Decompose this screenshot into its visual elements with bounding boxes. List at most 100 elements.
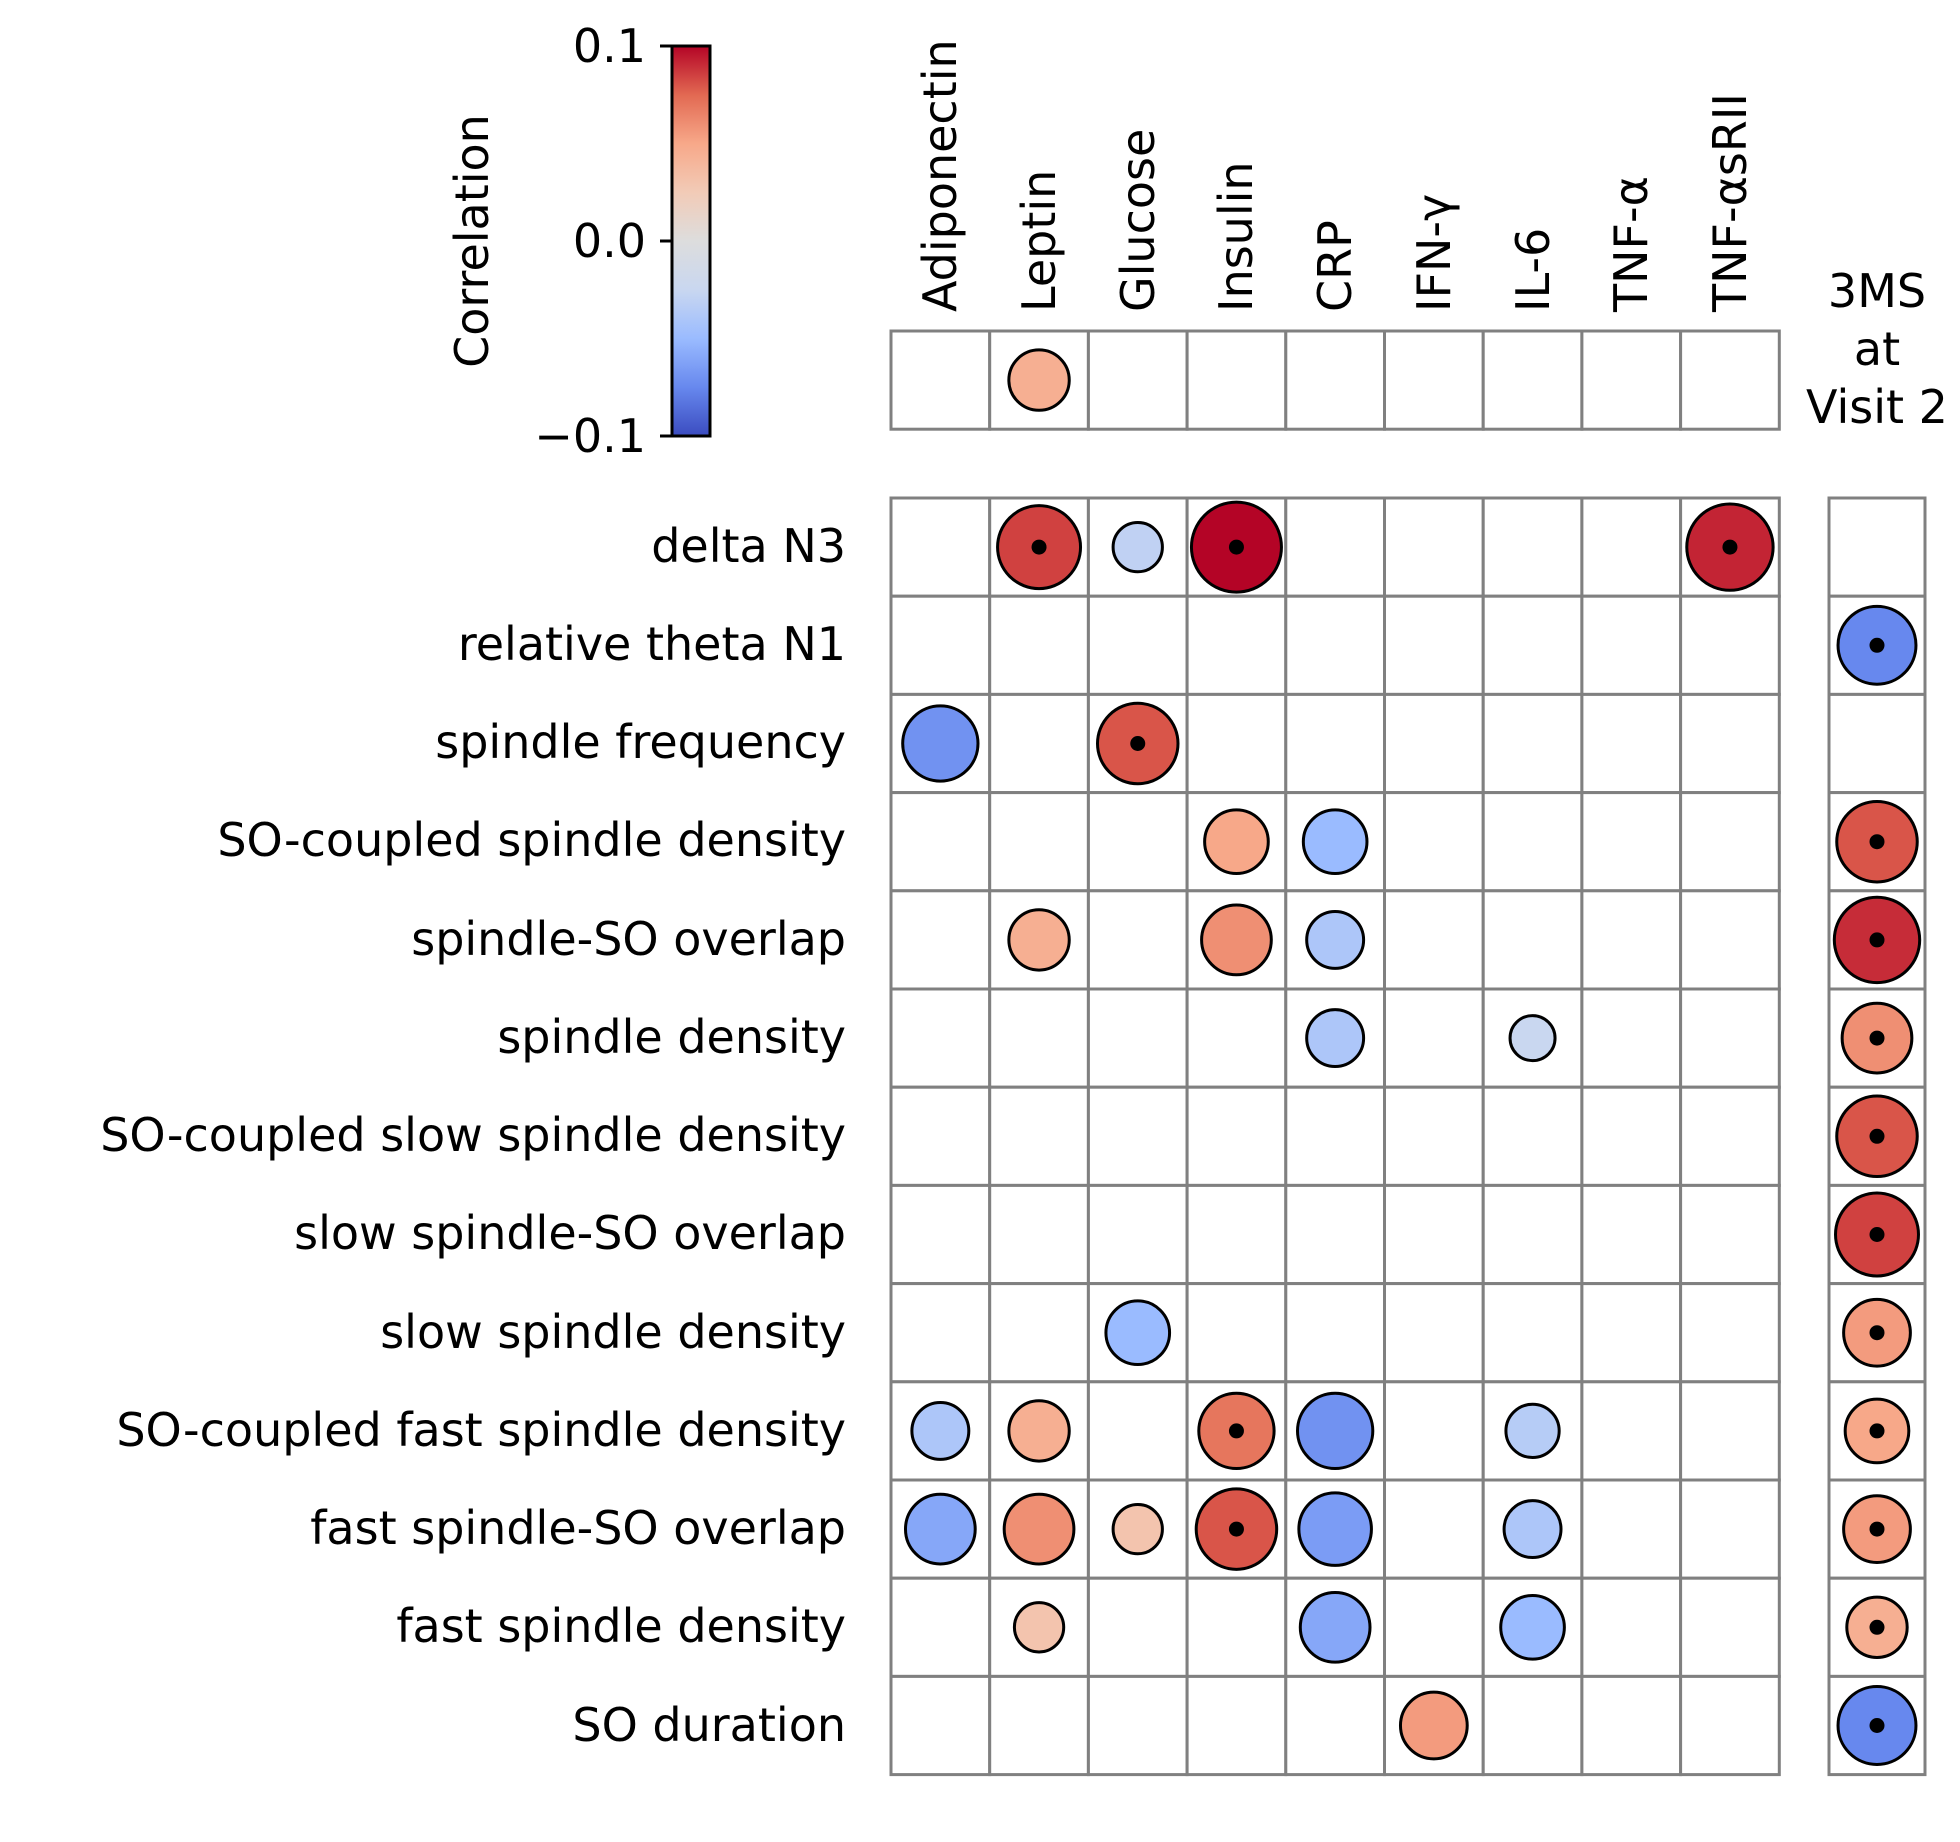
- grid-cell: [1580, 1183, 1683, 1286]
- grid-cell: [1284, 1674, 1387, 1777]
- grid-cell: [1827, 692, 1927, 795]
- grid-cell: [1679, 1576, 1781, 1678]
- grid-cell: [889, 791, 992, 893]
- grid-cell: [889, 1282, 992, 1384]
- grid-cell: [889, 1674, 992, 1777]
- grid-cell: [1383, 889, 1485, 991]
- grid-cell: [1185, 1183, 1288, 1286]
- correlation-dot: [1398, 1690, 1469, 1761]
- column-header: CRP: [1308, 220, 1362, 312]
- grid-cell: [1580, 1478, 1683, 1580]
- grid-cell: [1086, 329, 1189, 431]
- grid-cell: [1185, 1674, 1288, 1777]
- grid-cell: [988, 791, 1090, 893]
- grid-cell: [1284, 594, 1387, 696]
- grid-cell: [1580, 692, 1683, 795]
- correlation-dot: [1200, 903, 1273, 977]
- grid-cell: [1284, 329, 1387, 431]
- correlation-dot: [1296, 1391, 1375, 1471]
- grid-cell: [1679, 594, 1781, 696]
- grid-cell: [1383, 692, 1485, 795]
- column-header: TNF-αsRII: [1703, 93, 1757, 313]
- grid-cell: [1383, 1282, 1485, 1384]
- row-label: SO-coupled spindle density: [217, 813, 846, 867]
- row-label: delta N3: [651, 519, 846, 573]
- grid-cell: [1383, 1576, 1485, 1678]
- grid-cell: [1827, 496, 1927, 598]
- significance-marker: [1869, 834, 1885, 850]
- grid-cell: [1679, 692, 1781, 795]
- grid-cell: [1383, 987, 1485, 1089]
- side-column-header-line: 3MS: [1828, 264, 1926, 318]
- grid-cell: [1383, 329, 1485, 431]
- significance-marker: [1869, 932, 1885, 948]
- grid-cell: [988, 1674, 1090, 1777]
- grid-cell: [1383, 1085, 1485, 1187]
- grid-cell: [1383, 791, 1485, 893]
- row-label: SO duration: [572, 1698, 846, 1752]
- row-label: SO-coupled fast spindle density: [116, 1403, 846, 1457]
- column-header: Glucose: [1111, 129, 1165, 312]
- correlation-dot: [1301, 808, 1369, 876]
- grid-cell: [889, 889, 992, 991]
- grid-cell: [1086, 889, 1189, 991]
- grid-cell: [1679, 329, 1781, 431]
- grid-cell: [1481, 1674, 1584, 1777]
- grid-cell: [988, 1085, 1090, 1187]
- grid-cell: [1185, 692, 1288, 795]
- column-header: Insulin: [1209, 161, 1263, 312]
- row-label: slow spindle density: [380, 1305, 846, 1359]
- significance-marker: [1869, 1718, 1885, 1733]
- row-labels: delta N3 relative theta N1 spindle frequ…: [100, 519, 846, 1752]
- significance-marker: [1869, 1325, 1885, 1341]
- grid-cell: [988, 1183, 1090, 1286]
- correlation-dot: [1007, 1399, 1071, 1463]
- significance-marker: [1228, 1521, 1244, 1537]
- grid-cell: [1679, 791, 1781, 893]
- correlation-dot: [1305, 1008, 1366, 1069]
- grid-cell: [1086, 791, 1189, 893]
- grid-cell: [1086, 1674, 1189, 1777]
- grid-cell: [1086, 1380, 1189, 1482]
- significance-marker: [1722, 539, 1738, 555]
- grid-cell: [1679, 1674, 1781, 1777]
- row-label: spindle density: [497, 1010, 846, 1064]
- grid-cell: [1086, 987, 1189, 1089]
- grid-cell: [1580, 1380, 1683, 1482]
- grid-cell: [1086, 1576, 1189, 1678]
- correlation-dot: [1007, 348, 1071, 412]
- grid-cell: [1284, 1282, 1387, 1384]
- significance-marker: [1869, 1619, 1885, 1635]
- column-header: Leptin: [1012, 170, 1066, 312]
- correlation-dot: [1007, 908, 1071, 972]
- grid-cell: [1580, 791, 1683, 893]
- column-header: IFN-γ: [1407, 194, 1461, 312]
- correlation-dot: [910, 1400, 971, 1461]
- grid-cell: [1580, 329, 1683, 431]
- grid-cell: [1580, 496, 1683, 598]
- colorbar-label: Correlation: [445, 114, 499, 368]
- grid-cell: [1481, 496, 1584, 598]
- grid-cell: [1481, 1085, 1584, 1187]
- grid-cell: [1481, 1183, 1584, 1286]
- correlation-dot: [1002, 1492, 1076, 1566]
- grid-cell: [1383, 594, 1485, 696]
- significance-marker: [1869, 637, 1885, 653]
- correlation-dot: [1111, 520, 1164, 574]
- correlation-dot: [903, 1492, 977, 1566]
- grid-cell: [1185, 1576, 1288, 1678]
- grid-cell: [1086, 1085, 1189, 1187]
- correlation-dot: [1508, 1014, 1557, 1063]
- grid-cell: [988, 889, 1090, 991]
- correlation-dot: [1305, 909, 1366, 970]
- grid-cell: [1679, 1183, 1781, 1286]
- correlation-dot: [1502, 1499, 1563, 1560]
- grid-cell: [1284, 1183, 1387, 1286]
- grid-cell: [1481, 329, 1584, 431]
- correlation-dot: [1012, 1601, 1066, 1654]
- significance-marker: [1130, 736, 1146, 751]
- grid-cell: [1185, 1282, 1288, 1384]
- grid-cell: [1679, 1282, 1781, 1384]
- grid-cell: [1481, 1282, 1584, 1384]
